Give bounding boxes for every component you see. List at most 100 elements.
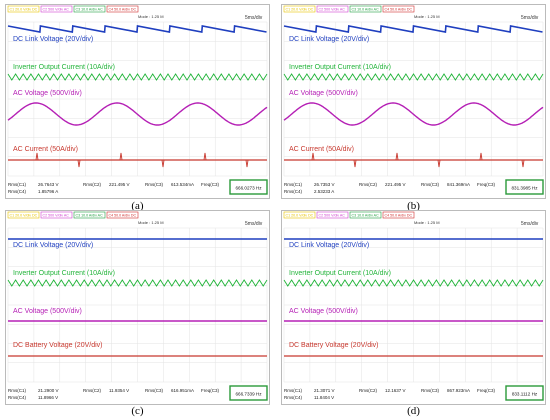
channel-badge-label: C2 500 V/div AC (319, 214, 346, 218)
traces (283, 238, 544, 357)
channel-badge-label: C3 10.0 A/div AC (76, 214, 104, 218)
readout-freq-c3-label: Freq(C3) (201, 388, 220, 393)
channel-badge (283, 5, 316, 13)
channel-badge (316, 5, 349, 13)
readout-rms-c4-label: Rms(C4) (8, 395, 26, 400)
frequency-box (229, 179, 268, 195)
grid (283, 21, 544, 177)
frequency-box (229, 385, 268, 401)
channel-badge (7, 211, 40, 219)
scope-screen-d: C1 20.0 V/div DC C2 500 V/div AC C3 10.0 A… (281, 210, 546, 405)
traces (7, 25, 268, 168)
readout-rms-c4-label: Rms(C4) (284, 395, 302, 400)
readout-freq-c3-label: Freq(C3) (201, 182, 220, 187)
caption-a: (a) (131, 200, 144, 212)
channel-badge-label: C2 500 V/div AC (43, 8, 70, 12)
readout-rms-c1-label: Rms(C1) (8, 182, 26, 187)
frequency-value: 831.3985 Hz (511, 186, 538, 191)
time-div-label: 5ms/div (245, 15, 263, 21)
channel-badge (7, 5, 40, 13)
readout-rms-c3-value: 616.951mA (171, 388, 194, 393)
channel-badge-label: C1 20.0 V/div DC (10, 214, 38, 218)
channel-bar: C1 20.0 V/div DC C2 500 V/div AC C3 10.0 A… (7, 211, 139, 219)
readout-rms-c4-value: 11.8404 V (314, 395, 334, 400)
channel-badge (73, 5, 106, 13)
label-ac-voltage: AC Voltage (500V/div) (13, 308, 82, 315)
label-inverter-current: Inverter Output Current (10A/div) (13, 64, 115, 71)
readout-rms-c1-value: 26.7643 V (38, 182, 59, 187)
readout-rms-c3-label: Rms(C3) (421, 388, 439, 393)
caption-d: (d) (407, 405, 420, 417)
channel-badge (106, 211, 139, 219)
channel-badge (106, 5, 139, 13)
channel-badge-label: C4 50.0 A/div DC (109, 214, 137, 218)
trace-ac-current-spike (479, 152, 483, 161)
channel-bar: C1 20.0 V/div DC C2 500 V/div AC C3 10.0 A… (7, 5, 139, 13)
channel-badge-label: C4 50.0 A/div DC (385, 8, 413, 12)
scope-panel-a: C1 20.0 V/div DC C2 500 V/div AC C3 10.0 A… (5, 4, 270, 199)
readout-freq-c3-label: Freq(C3) (477, 182, 496, 187)
readout-rms-c4-value: 11.8966 V (38, 395, 58, 400)
channel-badge-label: C3 10.0 A/div AC (76, 8, 104, 12)
scope-screen-c: C1 20.0 V/div DC C2 500 V/div AC C3 10.0 A… (5, 210, 270, 405)
readout-rms-c2-value: 12.1637 V (385, 388, 406, 393)
channel-badge (349, 211, 382, 219)
trace-ac-current-spike (311, 152, 315, 161)
label-dc-link: DC Link Voltage (20V/div) (13, 242, 93, 249)
traces (7, 238, 268, 357)
mode-label: Mode : 1.25 M (414, 220, 440, 225)
readout-rms-c4-value: 2.53233 A (314, 189, 334, 194)
frequency-box (505, 385, 544, 401)
channel-badge (316, 211, 349, 219)
readout-rms-c3-value: 841.369mA (447, 182, 470, 187)
readout-rms-c1-label: Rms(C1) (284, 182, 302, 187)
label-ch4: AC Current (50A/div) (13, 146, 78, 153)
trace-ac-current-spike (35, 152, 39, 161)
readout-rms-c3-value: 867.923mA (447, 388, 470, 393)
label-ch4: DC Battery Voltage (20V/div) (13, 342, 103, 349)
label-ch4: DC Battery Voltage (20V/div) (289, 342, 379, 349)
trace-ac-current-spike (77, 159, 81, 168)
readout-rms-c3-label: Rms(C3) (421, 182, 439, 187)
trace-ac-current-spike (521, 159, 525, 168)
readout-row: Rms(C1) 26.7643 V Rms(C2) 221.495 V Rms(… (8, 182, 220, 194)
label-dc-link: DC Link Voltage (20V/div) (289, 36, 369, 43)
scope-screen-b: C1 20.0 V/div DC C2 500 V/div AC C3 10.0 A… (281, 4, 546, 199)
readout-rms-c4-label: Rms(C4) (8, 189, 26, 194)
readout-rms-c1-value: 21.3071 V (314, 388, 335, 393)
time-div-label: 5ms/div (521, 15, 539, 21)
caption-c: (c) (131, 405, 144, 417)
label-inverter-current: Inverter Output Current (10A/div) (13, 270, 115, 277)
channel-badge-label: C2 500 V/div AC (319, 8, 346, 12)
scope-panel-c: C1 20.0 V/div DC C2 500 V/div AC C3 10.0 A… (5, 210, 270, 405)
label-ac-voltage: AC Voltage (500V/div) (289, 308, 358, 315)
readout-rms-c2-value: 221.495 V (109, 182, 130, 187)
readout-rms-c3-value: 613.534mA (171, 182, 194, 187)
channel-badge-label: C1 20.0 V/div DC (286, 8, 314, 12)
trace-inverter-current (7, 279, 268, 287)
frequency-value: 666.0273 Hz (235, 186, 262, 191)
trace-inverter-current (283, 73, 544, 81)
trace-dc-link (7, 25, 267, 33)
mode-label: Mode : 1.25 M (414, 14, 440, 19)
trace-inverter-current (7, 73, 268, 81)
label-inverter-current: Inverter Output Current (10A/div) (289, 64, 391, 71)
readout-rms-c4-label: Rms(C4) (284, 189, 302, 194)
grid (7, 21, 268, 177)
frequency-value: 666.7339 Hz (235, 392, 262, 397)
mode-label: Mode : 1.25 M (138, 14, 164, 19)
scope-panel-d: C1 20.0 V/div DC C2 500 V/div AC C3 10.0 A… (281, 210, 546, 405)
label-dc-link: DC Link Voltage (20V/div) (289, 242, 369, 249)
trace-ac-current-spike (395, 152, 399, 161)
channel-badge-label: C1 20.0 V/div DC (10, 8, 38, 12)
readout-rms-c3-label: Rms(C3) (145, 388, 163, 393)
frequency-value: 833.1112 Hz (512, 392, 538, 397)
trace-ac-current-spike (245, 159, 249, 168)
trace-ac-current-spike (119, 152, 123, 161)
readout-row: Rms(C1) 21.2900 V Rms(C2) 11.9354 V Rms(… (8, 388, 220, 400)
channel-badge (283, 211, 316, 219)
readout-rms-c1-value: 21.2900 V (38, 388, 59, 393)
scope-screen-a: C1 20.0 V/div DC C2 500 V/div AC C3 10.0 A… (5, 4, 270, 199)
channel-badge (73, 211, 106, 219)
channel-badge (40, 211, 73, 219)
